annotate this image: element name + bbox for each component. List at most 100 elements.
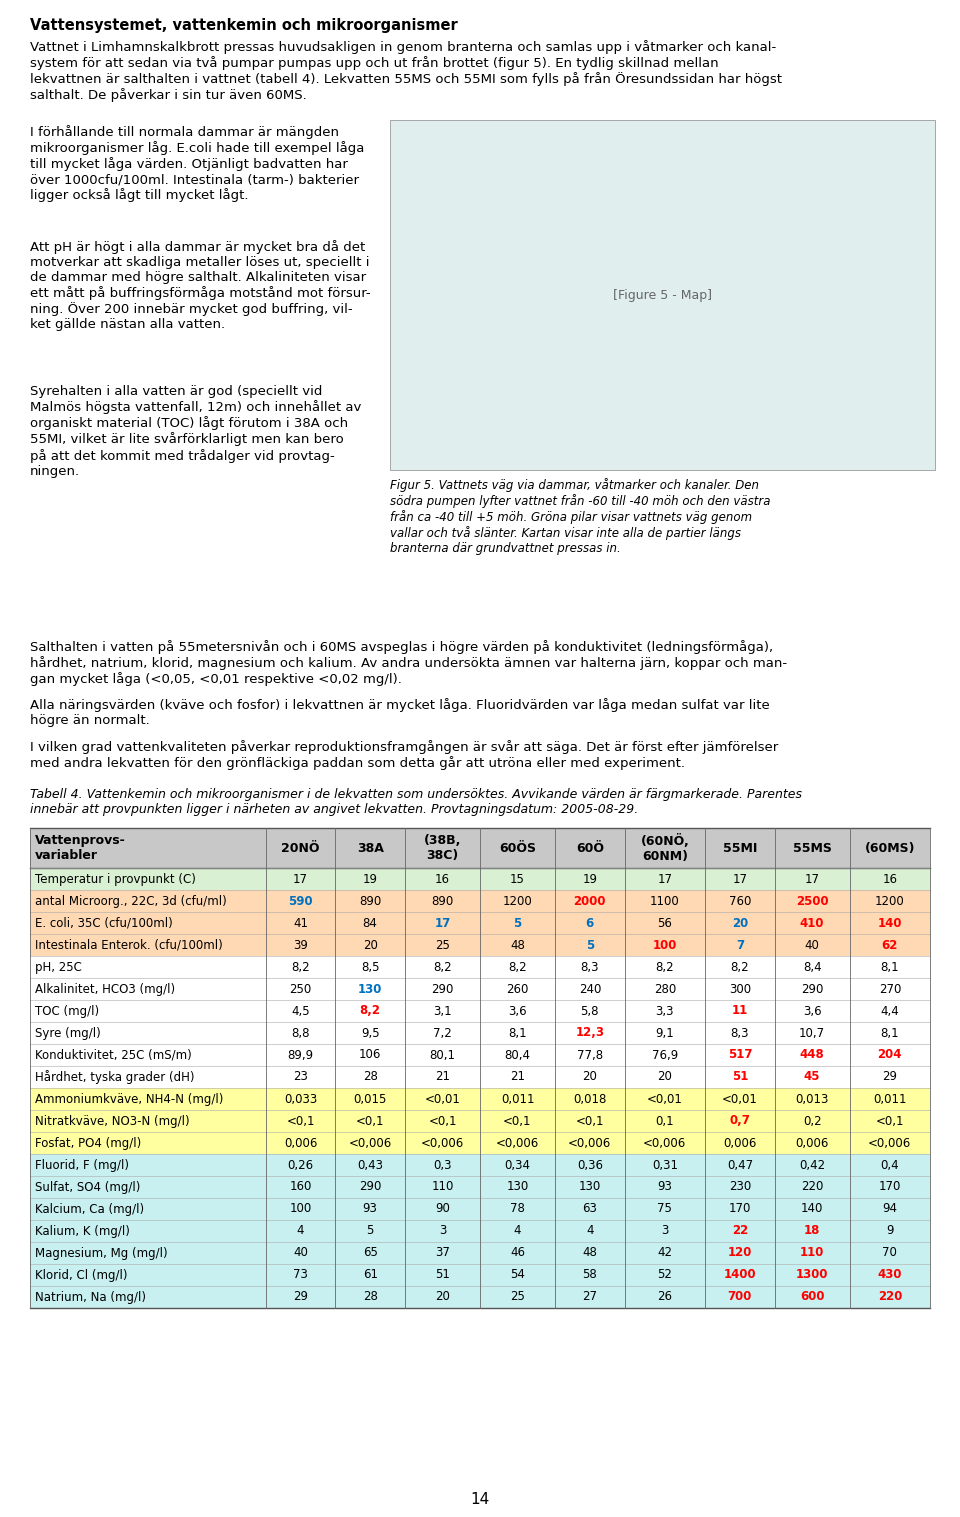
Text: 5: 5	[367, 1224, 373, 1238]
Text: 3,1: 3,1	[433, 1004, 452, 1018]
Text: 2500: 2500	[796, 895, 828, 907]
Text: <0,1: <0,1	[876, 1115, 904, 1127]
Bar	[30, 1110, 930, 1132]
Bar	[30, 828, 930, 868]
Bar	[30, 890, 930, 912]
Text: 48: 48	[510, 939, 525, 951]
Text: 8,5: 8,5	[361, 960, 379, 974]
Text: 2000: 2000	[573, 895, 606, 907]
Text: 20NÖ: 20NÖ	[281, 842, 320, 854]
Text: 590: 590	[288, 895, 313, 907]
Text: 1200: 1200	[875, 895, 904, 907]
Text: 0,006: 0,006	[284, 1136, 317, 1150]
Text: 0,011: 0,011	[501, 1092, 535, 1106]
Text: 170: 170	[878, 1180, 901, 1194]
Text: 65: 65	[363, 1247, 377, 1259]
Text: 8,1: 8,1	[880, 1027, 900, 1039]
Text: [Figure 5 - Map]: [Figure 5 - Map]	[613, 288, 712, 302]
Text: Vattenprovs-
variabler: Vattenprovs- variabler	[35, 834, 126, 862]
Text: 300: 300	[729, 983, 751, 995]
Text: 12,3: 12,3	[575, 1027, 605, 1039]
Bar	[30, 1176, 930, 1198]
Text: <0,006: <0,006	[568, 1136, 612, 1150]
Text: 22: 22	[732, 1224, 748, 1238]
Text: 56: 56	[658, 916, 672, 930]
Text: 20: 20	[658, 1071, 672, 1083]
Text: 4: 4	[586, 1224, 593, 1238]
Text: 0,011: 0,011	[873, 1092, 906, 1106]
Text: (38B,
38C): (38B, 38C)	[423, 834, 461, 862]
Text: 110: 110	[800, 1247, 825, 1259]
Text: 7: 7	[735, 939, 744, 951]
Text: 7,2: 7,2	[433, 1027, 452, 1039]
Text: 0,7: 0,7	[730, 1115, 751, 1127]
Text: 29: 29	[882, 1071, 898, 1083]
Text: 40: 40	[293, 1247, 308, 1259]
Text: 8,2: 8,2	[731, 960, 749, 974]
Text: <0,1: <0,1	[576, 1115, 604, 1127]
Text: <0,1: <0,1	[356, 1115, 384, 1127]
Text: 0,015: 0,015	[353, 1092, 387, 1106]
Text: 5: 5	[586, 939, 594, 951]
Text: Fosfat, PO4 (mg/l): Fosfat, PO4 (mg/l)	[35, 1136, 141, 1150]
Bar	[390, 120, 935, 470]
Text: 20: 20	[583, 1071, 597, 1083]
Text: 0,006: 0,006	[723, 1136, 756, 1150]
Text: 78: 78	[510, 1203, 525, 1215]
Text: 26: 26	[658, 1291, 672, 1303]
Text: 55MI: 55MI	[723, 842, 757, 854]
Text: 0,006: 0,006	[796, 1136, 828, 1150]
Text: 1300: 1300	[796, 1268, 828, 1282]
Text: 9,1: 9,1	[656, 1027, 674, 1039]
Text: 70: 70	[882, 1247, 898, 1259]
Text: 17: 17	[434, 916, 450, 930]
Text: Vattnet i Limhamnskalkbrott pressas huvudsakligen in genom branterna och samlas : Vattnet i Limhamnskalkbrott pressas huvu…	[30, 39, 782, 103]
Text: 204: 204	[877, 1048, 902, 1062]
Text: 21: 21	[510, 1071, 525, 1083]
Text: 28: 28	[363, 1071, 377, 1083]
Text: 41: 41	[293, 916, 308, 930]
Text: Intestinala Enterok. (cfu/100ml): Intestinala Enterok. (cfu/100ml)	[35, 939, 223, 951]
Text: 0,1: 0,1	[656, 1115, 674, 1127]
Text: 20: 20	[732, 916, 748, 930]
Text: 448: 448	[800, 1048, 825, 1062]
Text: 600: 600	[800, 1291, 825, 1303]
Text: 76,9: 76,9	[652, 1048, 678, 1062]
Text: Natrium, Na (mg/l): Natrium, Na (mg/l)	[35, 1291, 146, 1303]
Text: 0,018: 0,018	[573, 1092, 607, 1106]
Text: 20: 20	[363, 939, 377, 951]
Text: 230: 230	[729, 1180, 751, 1194]
Text: 106: 106	[359, 1048, 381, 1062]
Bar	[30, 956, 930, 978]
Text: 38A: 38A	[357, 842, 384, 854]
Text: Temperatur i provpunkt (C): Temperatur i provpunkt (C)	[35, 872, 196, 886]
Text: 62: 62	[881, 939, 898, 951]
Text: (60MS): (60MS)	[865, 842, 915, 854]
Text: Figur 5. Vattnets väg via dammar, våtmarker och kanaler. Den
södra pumpen lyfter: Figur 5. Vattnets väg via dammar, våtmar…	[390, 478, 771, 555]
Text: <0,01: <0,01	[722, 1092, 757, 1106]
Text: Sulfat, SO4 (mg/l): Sulfat, SO4 (mg/l)	[35, 1180, 140, 1194]
Text: 8,1: 8,1	[508, 1027, 527, 1039]
Text: Kalium, K (mg/l): Kalium, K (mg/l)	[35, 1224, 130, 1238]
Text: 100: 100	[289, 1203, 312, 1215]
Text: 290: 290	[359, 1180, 381, 1194]
Text: Hårdhet, tyska grader (dH): Hårdhet, tyska grader (dH)	[35, 1069, 195, 1085]
Text: <0,1: <0,1	[503, 1115, 532, 1127]
Text: 9: 9	[886, 1224, 894, 1238]
Text: 14: 14	[470, 1493, 490, 1506]
Text: 240: 240	[579, 983, 601, 995]
Bar	[30, 1022, 930, 1044]
Text: 17: 17	[293, 872, 308, 886]
Text: 120: 120	[728, 1247, 752, 1259]
Text: 37: 37	[435, 1247, 450, 1259]
Text: 140: 140	[877, 916, 902, 930]
Text: 130: 130	[358, 983, 382, 995]
Text: 8,2: 8,2	[433, 960, 452, 974]
Text: Syrehalten i alla vatten är god (speciellt vid
Malmös högsta vattenfall, 12m) oc: Syrehalten i alla vatten är god (speciel…	[30, 385, 361, 478]
Text: 61: 61	[363, 1268, 377, 1282]
Text: 8,3: 8,3	[731, 1027, 749, 1039]
Text: 8,4: 8,4	[803, 960, 822, 974]
Text: 55MS: 55MS	[793, 842, 831, 854]
Text: 46: 46	[510, 1247, 525, 1259]
Text: 45: 45	[804, 1071, 821, 1083]
